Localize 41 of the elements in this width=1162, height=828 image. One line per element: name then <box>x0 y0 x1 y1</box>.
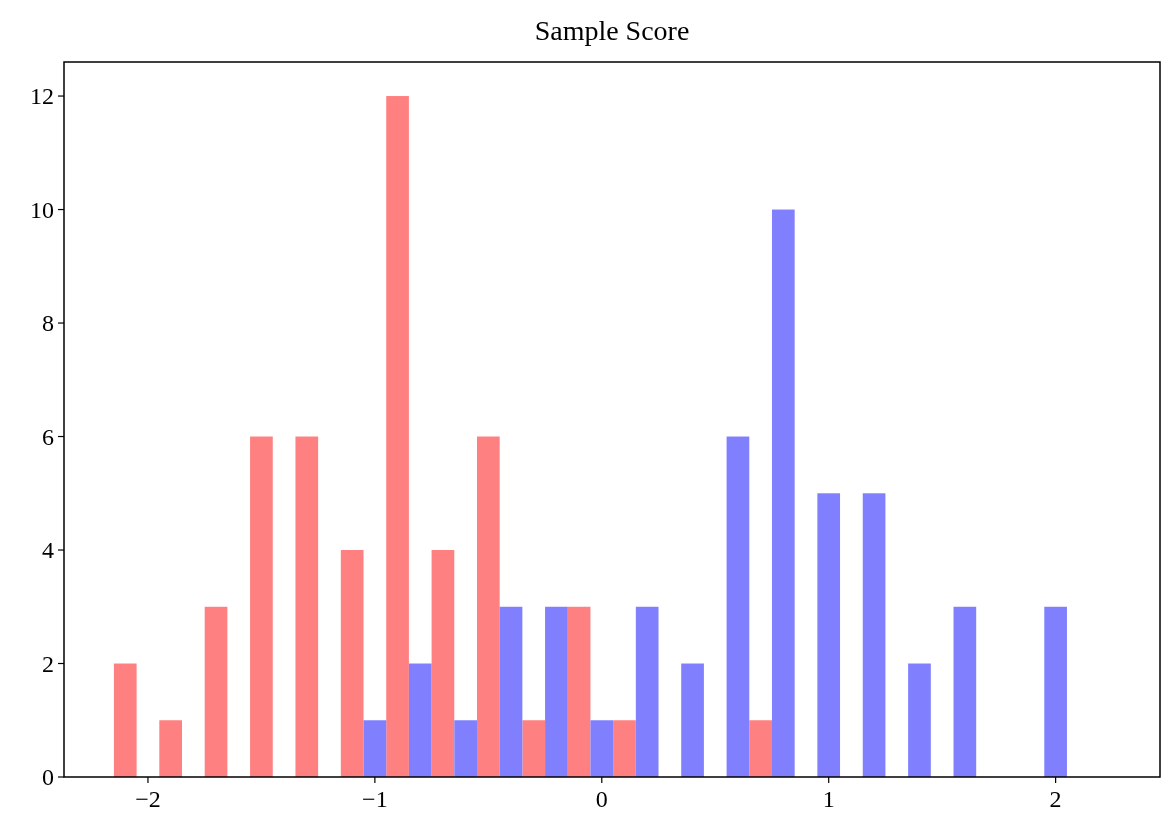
bar <box>681 663 704 777</box>
bar <box>363 720 387 777</box>
y-tick-label: 4 <box>42 537 54 564</box>
y-tick-label: 8 <box>42 310 54 337</box>
bar <box>454 720 477 777</box>
bar <box>408 663 432 777</box>
bar <box>1044 606 1067 777</box>
bar <box>953 606 977 777</box>
bar <box>250 436 273 777</box>
x-tick-label: −1 <box>362 786 388 812</box>
y-tick-label: 10 <box>30 196 54 223</box>
bar <box>431 550 455 777</box>
bar <box>476 436 500 777</box>
bar <box>862 493 886 777</box>
y-tick-label: 2 <box>42 650 54 677</box>
bar <box>613 720 636 777</box>
bar <box>204 606 228 777</box>
bar <box>726 436 750 777</box>
bar <box>113 663 137 777</box>
bar <box>908 663 931 777</box>
bar <box>635 606 659 777</box>
x-tick-label: 2 <box>1049 786 1062 812</box>
y-tick-label: 0 <box>42 764 54 791</box>
bar <box>817 493 841 777</box>
bar <box>749 720 772 777</box>
bar <box>295 436 319 777</box>
y-tick-label: 12 <box>30 83 54 110</box>
bar <box>590 720 614 777</box>
bar <box>340 550 364 777</box>
x-tick-label: 1 <box>822 786 835 812</box>
chart-title: Sample Score <box>534 15 690 46</box>
bar <box>159 720 182 777</box>
x-tick-label: 0 <box>595 786 608 812</box>
bar <box>771 209 795 777</box>
bar <box>386 96 409 777</box>
x-tick-label: −2 <box>135 786 161 812</box>
y-tick-label: 6 <box>42 423 54 450</box>
bar <box>499 606 523 777</box>
bar <box>522 720 546 777</box>
bar <box>545 606 568 777</box>
bar <box>567 606 591 777</box>
